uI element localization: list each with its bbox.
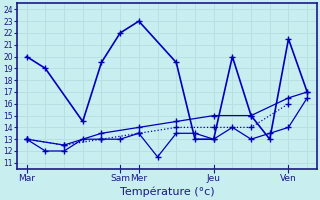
X-axis label: Température (°c): Température (°c) xyxy=(120,186,214,197)
